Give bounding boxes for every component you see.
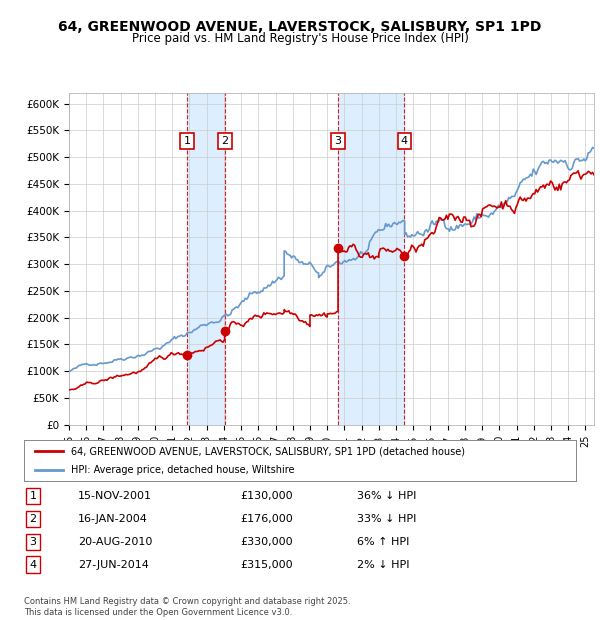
- Text: £315,000: £315,000: [240, 560, 293, 570]
- Text: Price paid vs. HM Land Registry's House Price Index (HPI): Price paid vs. HM Land Registry's House …: [131, 32, 469, 45]
- Text: 1: 1: [29, 491, 37, 501]
- Bar: [338, 93, 404, 425]
- Text: 3: 3: [335, 136, 341, 146]
- Text: 2% ↓ HPI: 2% ↓ HPI: [357, 560, 409, 570]
- Text: £130,000: £130,000: [240, 491, 293, 501]
- Text: 64, GREENWOOD AVENUE, LAVERSTOCK, SALISBURY, SP1 1PD (detached house): 64, GREENWOOD AVENUE, LAVERSTOCK, SALISB…: [71, 446, 465, 456]
- Text: 20-AUG-2010: 20-AUG-2010: [78, 537, 152, 547]
- Text: 3: 3: [29, 537, 37, 547]
- Text: 4: 4: [29, 560, 37, 570]
- Text: 16-JAN-2004: 16-JAN-2004: [78, 514, 148, 524]
- Text: 15-NOV-2001: 15-NOV-2001: [78, 491, 152, 501]
- Text: 1: 1: [184, 136, 191, 146]
- Text: £176,000: £176,000: [240, 514, 293, 524]
- Text: 2: 2: [29, 514, 37, 524]
- Text: 6% ↑ HPI: 6% ↑ HPI: [357, 537, 409, 547]
- Text: 64, GREENWOOD AVENUE, LAVERSTOCK, SALISBURY, SP1 1PD: 64, GREENWOOD AVENUE, LAVERSTOCK, SALISB…: [58, 20, 542, 34]
- Text: 4: 4: [401, 136, 408, 146]
- Bar: [187, 93, 224, 425]
- Text: HPI: Average price, detached house, Wiltshire: HPI: Average price, detached house, Wilt…: [71, 466, 295, 476]
- Text: 27-JUN-2014: 27-JUN-2014: [78, 560, 149, 570]
- Text: 36% ↓ HPI: 36% ↓ HPI: [357, 491, 416, 501]
- Text: 33% ↓ HPI: 33% ↓ HPI: [357, 514, 416, 524]
- Text: £330,000: £330,000: [240, 537, 293, 547]
- Text: 2: 2: [221, 136, 228, 146]
- Text: Contains HM Land Registry data © Crown copyright and database right 2025.
This d: Contains HM Land Registry data © Crown c…: [24, 598, 350, 617]
